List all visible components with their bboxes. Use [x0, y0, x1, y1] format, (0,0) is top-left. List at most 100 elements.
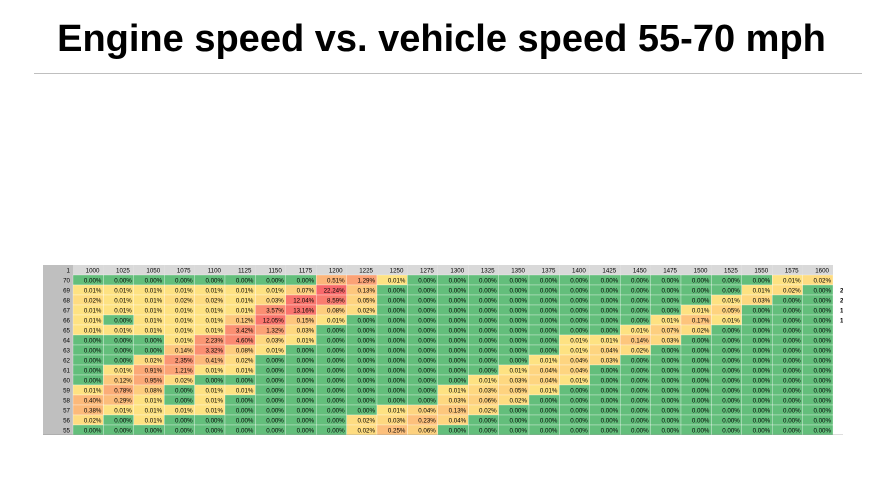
row-header-label: 61	[63, 368, 70, 375]
heatmap-cell-label: 0.00%	[753, 408, 771, 415]
heatmap-cell-label: 0.00%	[601, 368, 619, 375]
heatmap-cell-label: 0.00%	[813, 428, 831, 435]
heatmap-cell-label: 0.01%	[753, 288, 771, 295]
heatmap-cell-label: 0.00%	[722, 328, 740, 335]
heatmap-cell-label: 0.00%	[327, 398, 345, 405]
heatmap-cell-label: 0.00%	[479, 358, 497, 365]
heatmap-cell-label: 0.23%	[418, 418, 436, 425]
heatmap-cell-label: 0.00%	[418, 338, 436, 345]
heatmap-cell-label: 4.60%	[236, 338, 254, 345]
heatmap-cell-label: 0.00%	[753, 418, 771, 425]
heatmap-cell-label: 12.05%	[263, 318, 284, 325]
heatmap-cell-label: 0.00%	[783, 348, 801, 355]
heatmap-cell-label: 0.00%	[540, 288, 558, 295]
heatmap-cell-label: 0.00%	[236, 398, 254, 405]
heatmap-cell-label: 0.00%	[783, 418, 801, 425]
heatmap-cell-label: 0.05%	[509, 388, 527, 395]
heatmap-cell-label: 0.00%	[783, 378, 801, 385]
row-total-label: 16.97%	[840, 308, 843, 315]
heatmap-cell-label: 0.00%	[753, 398, 771, 405]
heatmap-cell-label: 22.24%	[324, 288, 345, 295]
heatmap-cell-label: 0.00%	[388, 368, 406, 375]
heatmap-cell-label: 0.00%	[388, 338, 406, 345]
heatmap-cell-label: 0.00%	[266, 368, 284, 375]
row-header-cell	[43, 355, 73, 365]
column-header-label: 1050	[146, 268, 160, 275]
heatmap-cell-label: 0.00%	[631, 378, 649, 385]
column-header-cell	[529, 265, 560, 275]
heatmap-cell-label: 0.00%	[783, 398, 801, 405]
heatmap-cell-label: 0.00%	[570, 278, 588, 285]
column-header-cell	[772, 265, 803, 275]
heatmap-cell-label: 0.01%	[661, 318, 679, 325]
heatmap-cell-label: 2.23%	[205, 338, 223, 345]
heatmap-cell-label: 0.00%	[509, 278, 527, 285]
heatmap-cell-label: 0.00%	[388, 308, 406, 315]
heatmap-cell-label: 0.00%	[145, 278, 163, 285]
heatmap-cell-label: 0.00%	[601, 288, 619, 295]
heatmap-cell-label: 0.00%	[722, 428, 740, 435]
heatmap-cell-label: 0.00%	[327, 348, 345, 355]
heatmap-cell-label: 0.00%	[753, 348, 771, 355]
heatmap-cell-label: 0.01%	[114, 298, 132, 305]
heatmap-cell-label: 0.01%	[175, 338, 193, 345]
row-header-cell	[43, 385, 73, 395]
heatmap-cell-label: 0.00%	[661, 278, 679, 285]
column-header-label: 1375	[542, 268, 556, 275]
heatmap-cell-label: 0.01%	[236, 298, 254, 305]
heatmap-cell-label: 0.01%	[205, 308, 223, 315]
heatmap-cell-label: 0.06%	[418, 428, 436, 435]
heatmap-cell-label: 0.00%	[449, 338, 467, 345]
heatmap-cell-label: 0.00%	[266, 278, 284, 285]
heatmap-cell-label: 0.00%	[540, 418, 558, 425]
heatmap-cell-label: 0.00%	[449, 328, 467, 335]
column-header-cell	[498, 265, 529, 275]
heatmap-cell-label: 0.00%	[327, 368, 345, 375]
heatmap-cell-label: 0.00%	[266, 428, 284, 435]
heatmap-cell-label: 0.00%	[540, 348, 558, 355]
heatmap-cell-label: 0.00%	[449, 278, 467, 285]
heatmap-cell-label: 0.00%	[661, 358, 679, 365]
heatmap-cell-label: 0.08%	[236, 348, 254, 355]
heatmap-cell-label: 0.38%	[84, 408, 102, 415]
heatmap-cell-label: 0.04%	[540, 368, 558, 375]
heatmap-cell-label: 0.01%	[175, 408, 193, 415]
column-header-label: 1450	[633, 268, 647, 275]
heatmap-cell-label: 0.00%	[753, 428, 771, 435]
heatmap-cell-label: 0.00%	[631, 388, 649, 395]
heatmap-cell-label: 0.04%	[449, 418, 467, 425]
heatmap-cell-label: 0.00%	[753, 378, 771, 385]
heatmap-cell-label: 0.00%	[479, 318, 497, 325]
heatmap-cell-label: 0.00%	[418, 388, 436, 395]
column-header-cell	[711, 265, 742, 275]
heatmap-cell-label: 0.01%	[114, 408, 132, 415]
heatmap-cell-label: 0.00%	[753, 278, 771, 285]
heatmap-cell-label: 0.00%	[722, 348, 740, 355]
heatmap-cell-label: 0.06%	[479, 398, 497, 405]
heatmap-cell-label: 0.01%	[631, 328, 649, 335]
heatmap-cell-label: 0.01%	[205, 388, 223, 395]
heatmap-cell-label: 0.00%	[509, 408, 527, 415]
heatmap-cell-label: 0.00%	[388, 358, 406, 365]
heatmap-cell-label: 0.01%	[114, 308, 132, 315]
heatmap-cell-label: 0.00%	[722, 368, 740, 375]
heatmap-cell-label: 0.78%	[114, 388, 132, 395]
row-header-label: 68	[63, 298, 70, 305]
heatmap-cell-label: 0.00%	[479, 348, 497, 355]
heatmap-cell-label: 0.01%	[84, 318, 102, 325]
heatmap-cell-label: 0.01%	[722, 318, 740, 325]
heatmap-cell-label: 0.13%	[449, 408, 467, 415]
row-total-label: 12.57%	[840, 318, 843, 325]
heatmap-cell-label: 0.05%	[722, 308, 740, 315]
heatmap-cell-label: 0.01%	[145, 398, 163, 405]
column-header-cell	[437, 265, 469, 275]
heatmap-cell-label: 0.01%	[175, 328, 193, 335]
row-header-cell	[43, 285, 73, 295]
heatmap-cell-label: 0.00%	[114, 318, 132, 325]
heatmap-cell-label: 0.00%	[631, 368, 649, 375]
heatmap-cell-label: 0.00%	[540, 328, 558, 335]
heatmap-cell-label: 0.00%	[266, 388, 284, 395]
heatmap-cell-label: 0.00%	[570, 408, 588, 415]
heatmap-cell-label: 0.00%	[297, 418, 315, 425]
heatmap-cell-label: 0.00%	[175, 428, 193, 435]
